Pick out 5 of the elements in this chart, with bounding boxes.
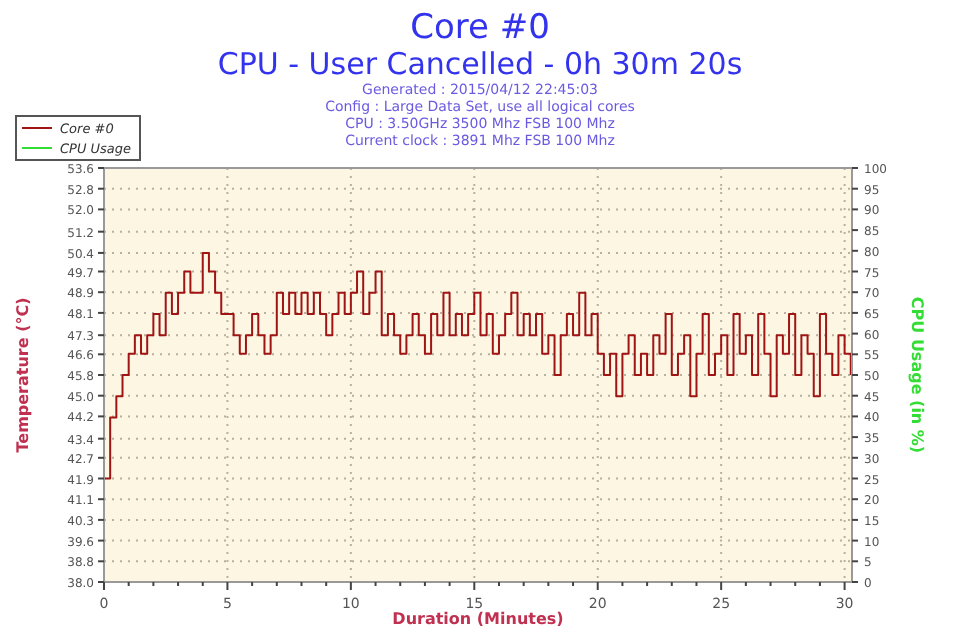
y-axis-title: Temperature (°C): [14, 297, 32, 453]
x-axis-title: Duration (Minutes): [392, 610, 564, 628]
chart-subtitle: CPU - User Cancelled - 0h 30m 20s: [217, 46, 743, 82]
chart-title: Core #0: [410, 8, 550, 48]
y2-axis-title: CPU Usage (in %): [908, 296, 926, 454]
